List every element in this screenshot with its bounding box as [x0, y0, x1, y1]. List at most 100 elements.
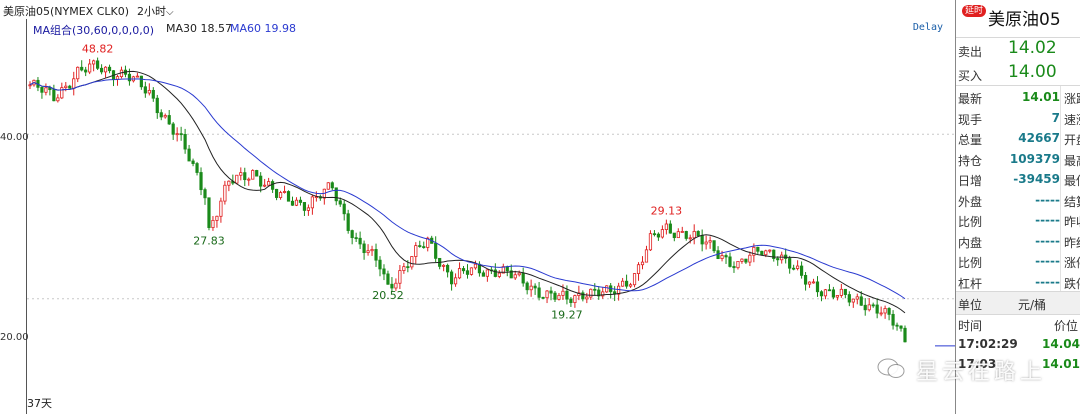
- price-annotation: 27.83: [193, 234, 225, 247]
- candle: [684, 231, 688, 239]
- candle: [84, 69, 88, 73]
- quote-header: 延时 美原油05: [956, 0, 1080, 38]
- candle: [720, 255, 724, 259]
- candle: [179, 133, 183, 136]
- stat-label-right: 昨结: [1064, 235, 1080, 250]
- stat-label: 比例: [958, 256, 983, 270]
- candle: [191, 160, 195, 164]
- candle: [819, 291, 824, 297]
- candle: [768, 249, 772, 252]
- candle: [406, 266, 410, 269]
- stat-row: 杠杆 ----- 跌停: [956, 271, 1080, 292]
- candle: [839, 288, 843, 296]
- candle: [473, 263, 478, 269]
- candle: [593, 288, 597, 291]
- price-annotation: 19.27: [551, 308, 583, 321]
- stat-label: 持仓: [958, 153, 983, 168]
- candle: [883, 308, 887, 314]
- tick-row[interactable]: 17:02:29 14.04: [956, 334, 1080, 354]
- candle: [346, 213, 350, 231]
- stat-label-right: 最高: [1064, 153, 1080, 168]
- candle: [644, 249, 649, 263]
- stat-label-right: 涨停: [1064, 256, 1080, 270]
- candle: [772, 249, 776, 259]
- candle: [362, 243, 366, 254]
- stat-row: 总量 42667 开盘: [956, 127, 1080, 148]
- candle: [493, 269, 497, 277]
- stat-label-right: 开盘: [1064, 133, 1080, 147]
- candle: [60, 87, 64, 99]
- candle: [704, 241, 708, 245]
- column-divider: [1060, 86, 1061, 292]
- tick-row[interactable]: 17:03 14.01: [956, 354, 1080, 374]
- ma60-legend: MA60 19.98: [230, 22, 296, 35]
- candle: [676, 231, 680, 239]
- candle: [263, 184, 267, 187]
- candle: [378, 259, 382, 270]
- candle: [127, 73, 132, 82]
- ticks-time-header: 时间: [958, 319, 983, 333]
- candle: [525, 282, 529, 291]
- candle: [92, 60, 96, 65]
- candle: [867, 304, 871, 311]
- candle: [481, 272, 486, 277]
- candle: [286, 191, 291, 202]
- candle: [76, 66, 80, 80]
- ma60-line: [29, 78, 906, 300]
- range-days-label: 37天: [27, 397, 52, 410]
- ask-row[interactable]: 卖出 14.02: [956, 37, 1080, 61]
- stat-label: 总量: [958, 133, 983, 147]
- candle: [624, 280, 629, 287]
- candle: [465, 270, 470, 275]
- stat-label: 外盘: [958, 194, 983, 209]
- candle: [350, 230, 354, 239]
- candle: [636, 264, 641, 274]
- candle: [382, 268, 386, 275]
- candle: [52, 89, 56, 102]
- candle: [823, 289, 828, 297]
- candle: [278, 192, 283, 198]
- candle: [143, 86, 147, 94]
- candle: [267, 181, 271, 186]
- stat-value: -----: [1035, 192, 1060, 207]
- candle: [469, 267, 474, 275]
- tick-time: 17:02:29: [958, 337, 1018, 351]
- candle: [422, 246, 426, 249]
- candle: [553, 292, 557, 300]
- price-annotation: 29.13: [651, 205, 683, 218]
- candlestick-chart[interactable]: 48.82 27.83 20.52 29.13 19.27 MA组合(30,60,0,0…: [0, 19, 955, 414]
- ma-group-legend[interactable]: MA组合(30,60,0,0,0,0): [33, 24, 155, 37]
- candle: [418, 245, 422, 248]
- stat-label: 比例: [958, 215, 983, 229]
- candle: [585, 296, 589, 300]
- candle: [803, 275, 808, 285]
- candle: [652, 233, 657, 236]
- candle: [187, 148, 191, 162]
- candle: [672, 232, 676, 239]
- candle: [799, 265, 804, 276]
- candle: [259, 175, 263, 187]
- candle: [223, 184, 227, 202]
- bid-row[interactable]: 买入 14.00: [956, 61, 1080, 85]
- stat-label-right: 昨收: [1064, 215, 1080, 229]
- candle: [569, 298, 573, 304]
- candle: [247, 178, 251, 181]
- ma30-line: [29, 70, 906, 314]
- candle: [835, 295, 839, 298]
- candle: [811, 281, 816, 284]
- candle: [855, 296, 859, 300]
- stat-label-right: 速涨: [1064, 112, 1080, 127]
- period-label: 2小时: [137, 5, 166, 18]
- tick-time: 17:03: [958, 357, 997, 371]
- stat-label-right: 涨跌: [1064, 92, 1080, 106]
- candle: [334, 187, 338, 202]
- candle: [366, 250, 370, 254]
- ask-price: 14.02: [1008, 38, 1057, 58]
- candle: [219, 200, 223, 217]
- period-selector[interactable]: 2小时⌵: [137, 3, 174, 19]
- tick-price: 14.01: [1042, 357, 1080, 371]
- tick-price: 14.04: [1042, 337, 1080, 351]
- candle: [72, 78, 76, 89]
- candle: [736, 260, 740, 269]
- stat-label-right: 结算: [1064, 194, 1080, 209]
